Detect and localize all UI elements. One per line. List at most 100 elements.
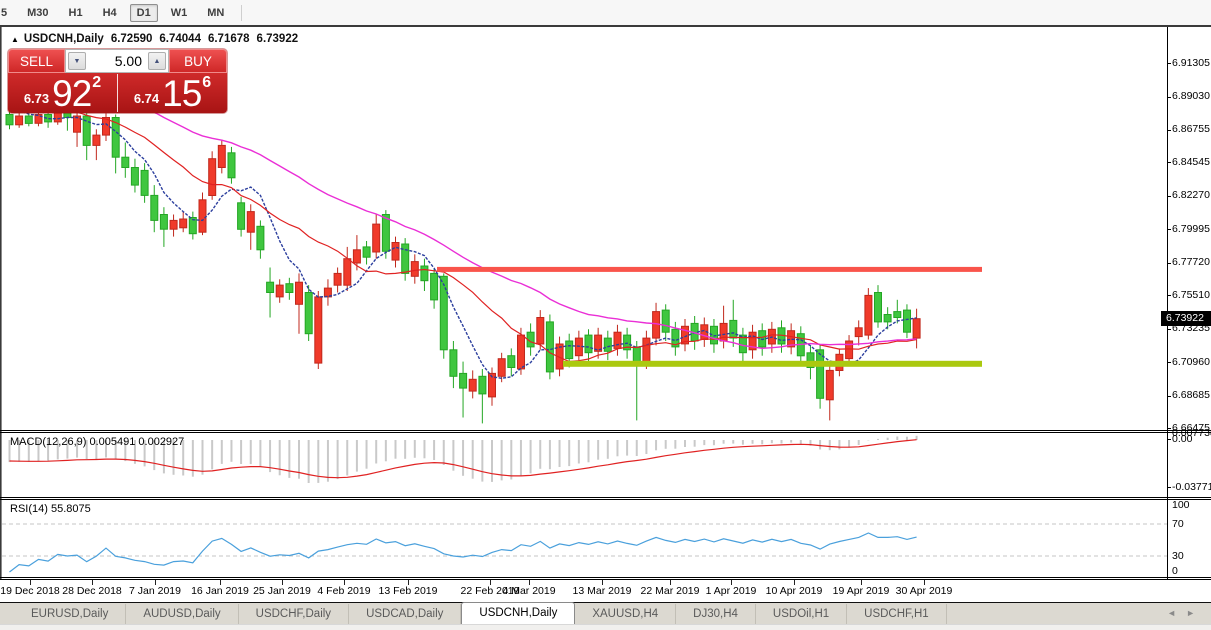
price-axis-label: 6.79995 — [1172, 222, 1210, 235]
timeframe-button-h4[interactable]: H4 — [102, 6, 117, 19]
date-axis-tick — [529, 580, 530, 585]
ohlc-open: 6.72590 — [110, 33, 153, 45]
timeframe-button-m30[interactable]: M30 — [27, 6, 49, 19]
rsi-axis-label: 30 — [1172, 549, 1184, 562]
resistance-line[interactable] — [437, 266, 982, 272]
chart-tab-usdcad-daily[interactable]: USDCAD,Daily — [349, 604, 462, 624]
price-axis-tick — [1167, 229, 1171, 231]
rsi-bottom-border — [0, 577, 1211, 578]
candlestick-series — [5, 104, 921, 424]
date-axis-label: 13 Feb 2019 — [378, 585, 438, 597]
date-axis-tick — [30, 580, 31, 585]
one-click-trading-panel: SELL ▼ 5.00 ▲ BUY 6.73 92 2 6.74 15 6 — [8, 49, 227, 113]
price-axis-tick — [1167, 162, 1171, 164]
macd-axis-label: 0.007738 — [1172, 427, 1211, 439]
date-axis-tick — [731, 580, 732, 585]
pane-resize-handle[interactable] — [0, 430, 1211, 431]
sell-price[interactable]: 6.73 92 2 — [8, 73, 117, 113]
volume-input[interactable]: 5.00 — [114, 53, 142, 69]
date-axis-tick — [602, 580, 603, 585]
chart-tab-usdcnh-daily[interactable]: USDCNH,Daily — [461, 602, 576, 624]
sell-price-sup: 2 — [92, 74, 102, 91]
macd-axis-tick — [1167, 487, 1171, 488]
price-axis-tick — [1167, 295, 1171, 297]
macd-axis-label: -0.037714 — [1172, 481, 1211, 493]
ohlc-high: 6.74044 — [159, 33, 201, 45]
buy-price-big: 15 — [162, 73, 202, 114]
buy-price-prefix: 6.74 — [133, 91, 160, 106]
price-divider — [117, 74, 118, 112]
chart-tab-eurusd-daily[interactable]: EURUSD,Daily — [14, 604, 127, 624]
rsi-axis-label: 70 — [1172, 517, 1184, 530]
chart-tab-dj30-h4[interactable]: DJ30,H4 — [676, 604, 756, 624]
rsi-indicator-canvas[interactable] — [0, 500, 1211, 578]
rsi-axis-label: 0 — [1172, 564, 1178, 577]
timeframe-button-d1[interactable]: D1 — [129, 3, 158, 22]
price-axis-tick — [1167, 428, 1171, 430]
macd-signal-line — [9, 439, 917, 479]
date-axis-label: 1 Apr 2019 — [705, 585, 757, 597]
ma-fast-line — [9, 107, 917, 380]
timeframe-button-w1[interactable]: W1 — [170, 6, 188, 19]
price-axis-label: 6.68685 — [1172, 389, 1210, 402]
price-axis-tick — [1167, 395, 1171, 397]
ma-slow-line — [9, 69, 917, 350]
sell-button[interactable]: SELL — [8, 49, 65, 73]
date-axis-tick — [408, 580, 409, 585]
timeframe-button-5[interactable]: 5 — [1, 6, 8, 19]
date-axis-tick — [670, 580, 671, 585]
ohlc-close: 6.73922 — [256, 33, 299, 45]
date-axis: 19 Dec 2018 28 Dec 2018 7 Jan 2019 16 Jan 2… — [0, 580, 1211, 602]
date-axis-label: 16 Jan 2019 — [191, 585, 249, 597]
pane-resize-handle[interactable] — [0, 497, 1211, 498]
ma-mid-line — [9, 97, 917, 363]
rsi-bottom-border — [0, 579, 1211, 580]
volume-stepper: ▼ 5.00 ▲ — [65, 49, 169, 73]
price-axis-tick — [1167, 262, 1171, 264]
date-axis-tick — [92, 580, 93, 585]
price-axis-label: 6.82270 — [1172, 189, 1210, 202]
date-axis-label: 25 Jan 2019 — [253, 585, 311, 597]
pane-resize-handle[interactable] — [0, 499, 1211, 500]
price-axis-tick — [1167, 63, 1171, 64]
tab-scroll-right-icon[interactable]: ► — [1186, 608, 1205, 618]
chart-tab-usdoil-h1[interactable]: USDOil,H1 — [756, 604, 848, 624]
buy-price[interactable]: 6.74 15 6 — [118, 73, 227, 113]
timeframe-button-h1[interactable]: H1 — [68, 6, 83, 19]
chart-title: ▲ USDCNH,Daily 6.72590 6.74044 6.71678 6… — [11, 33, 298, 45]
price-axis-label: 6.66475 — [1172, 421, 1210, 434]
price-axis-tick — [1167, 362, 1171, 364]
chart-tab-xauusd-h4[interactable]: XAUUSD,H4 — [575, 604, 677, 624]
volume-increase-icon[interactable]: ▲ — [148, 52, 166, 70]
rsi-axis-label: 100 — [1172, 498, 1190, 511]
price-chart-canvas[interactable] — [0, 27, 1211, 430]
current-price-badge: 6.73922 — [1161, 311, 1211, 326]
macd-indicator-canvas[interactable] — [0, 433, 1211, 497]
macd-axis-label: 0.00 — [1172, 433, 1193, 445]
volume-decrease-icon[interactable]: ▼ — [68, 52, 86, 70]
collapse-panel-icon[interactable]: ▲ — [11, 34, 19, 44]
price-axis-label: 6.75510 — [1172, 288, 1210, 301]
chart-tab-usdchf-daily[interactable]: USDCHF,Daily — [239, 604, 350, 624]
timeframe-button-mn[interactable]: MN — [207, 6, 225, 19]
date-axis-tick — [794, 580, 795, 585]
sell-price-big: 92 — [52, 73, 92, 114]
support-line[interactable] — [563, 360, 982, 367]
macd-label: MACD(12,26,9) 0.005491 0.002927 — [10, 436, 185, 448]
rsi-label: RSI(14) 55.8075 — [10, 503, 91, 515]
price-axis-label: 6.84545 — [1172, 155, 1210, 168]
date-axis-tick — [861, 580, 862, 585]
pane-resize-handle[interactable] — [0, 432, 1211, 433]
chart-tab-usdchf-h1[interactable]: USDCHF,H1 — [847, 604, 947, 624]
buy-button[interactable]: BUY — [169, 49, 227, 73]
price-axis-label: 6.89030 — [1172, 90, 1210, 102]
tab-scroll-left-icon[interactable]: ◄ — [1167, 608, 1187, 618]
ohlc-low: 6.71678 — [207, 33, 250, 45]
price-axis-label: 6.91305 — [1172, 56, 1210, 69]
chart-tab-bar: EURUSD,Daily AUDUSD,Daily USDCHF,Daily USDC… — [0, 602, 1211, 624]
date-axis-tick — [282, 580, 283, 585]
chart-tab-audusd-daily[interactable]: AUDUSD,Daily — [126, 604, 239, 624]
date-axis-tick — [490, 580, 491, 585]
price-axis-label: 6.86755 — [1172, 123, 1210, 136]
